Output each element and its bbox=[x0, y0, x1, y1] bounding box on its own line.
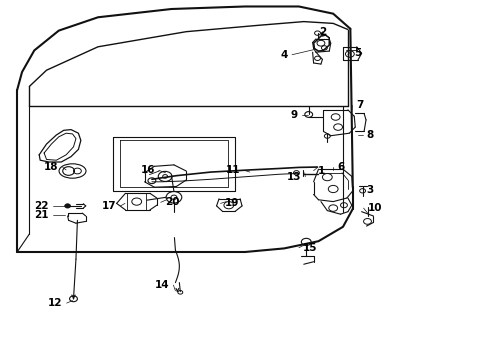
Text: 11: 11 bbox=[225, 165, 240, 175]
Text: 12: 12 bbox=[48, 298, 63, 308]
Text: 20: 20 bbox=[165, 197, 179, 207]
Text: 21: 21 bbox=[34, 210, 49, 220]
Text: 13: 13 bbox=[287, 172, 301, 182]
Text: 6: 6 bbox=[337, 162, 344, 172]
Text: 10: 10 bbox=[368, 203, 382, 213]
Text: 9: 9 bbox=[291, 110, 298, 120]
Text: 16: 16 bbox=[140, 165, 155, 175]
Text: 4: 4 bbox=[281, 50, 288, 60]
Text: 1: 1 bbox=[318, 166, 325, 176]
Text: 15: 15 bbox=[303, 243, 318, 253]
Text: 3: 3 bbox=[367, 185, 374, 195]
Text: 17: 17 bbox=[102, 201, 117, 211]
Text: 22: 22 bbox=[34, 201, 49, 211]
Text: 8: 8 bbox=[367, 130, 374, 140]
Circle shape bbox=[65, 204, 71, 208]
Text: 19: 19 bbox=[224, 198, 239, 208]
Text: 2: 2 bbox=[319, 27, 326, 37]
Text: 14: 14 bbox=[155, 280, 170, 290]
Text: 7: 7 bbox=[356, 100, 364, 111]
Text: 18: 18 bbox=[44, 162, 59, 172]
Text: 5: 5 bbox=[354, 48, 361, 58]
